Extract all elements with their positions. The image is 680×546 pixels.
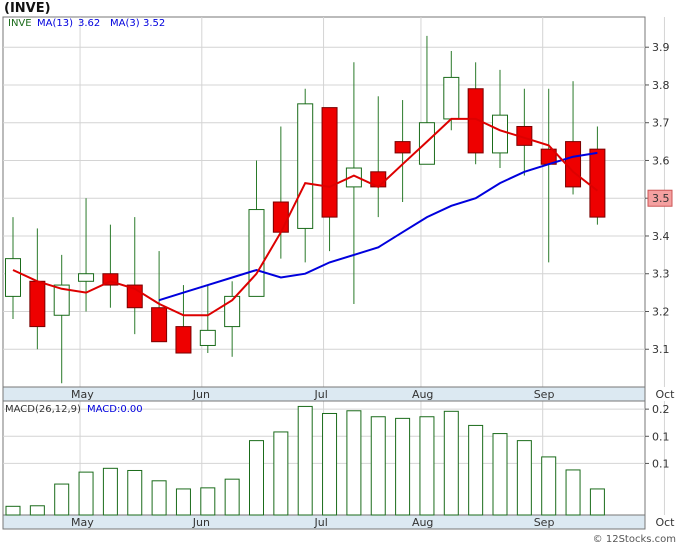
macd-month-label: May — [71, 516, 94, 529]
macd-month-label: Jun — [192, 516, 210, 529]
ma13-line — [158, 151, 598, 302]
macd-bar — [273, 431, 289, 516]
macd-bar — [29, 505, 45, 516]
legend-ma3-label: MA(3) — [110, 18, 140, 29]
price-month-label: Aug — [412, 388, 433, 401]
price-y-tick-label: 3.4 — [652, 230, 670, 243]
macd-bar — [516, 440, 532, 516]
price-y-tick-label: 3.1 — [652, 343, 670, 356]
price-y-tick-label: 3.9 — [652, 41, 670, 54]
macd-bar — [5, 505, 21, 516]
legend-symbol: INVE — [8, 18, 32, 29]
macd-bar — [565, 469, 581, 516]
macd-bar — [78, 471, 94, 516]
candle-body-up — [492, 114, 508, 154]
macd-bar — [297, 405, 313, 516]
price-y-tick-label: 3.6 — [652, 154, 670, 167]
price-y-tick-label: 3.8 — [652, 79, 670, 92]
macd-legend-label: MACD(26,12,9) — [5, 404, 81, 415]
macd-month-label: Oct — [655, 516, 675, 529]
price-y-tick-label: 3.3 — [652, 268, 670, 281]
candle-body-down — [467, 88, 484, 154]
price-month-label: Jul — [314, 388, 328, 401]
macd-y-tick-label: 0.1 — [652, 430, 670, 443]
macd-bar — [419, 416, 435, 516]
candle-body-down — [272, 201, 289, 233]
candle-body-down — [102, 273, 119, 286]
candle-body-down — [175, 326, 192, 354]
candle-body-up — [53, 284, 70, 316]
candle-body-up — [78, 273, 95, 282]
macd-y-tick-label: 0.1 — [652, 457, 670, 470]
candle-body-up — [297, 103, 314, 229]
macd-bar — [541, 456, 557, 516]
candle-body-down — [29, 280, 46, 328]
macd-bar — [102, 467, 118, 516]
macd-bar — [492, 433, 508, 516]
macd-month-label: Sep — [534, 516, 555, 529]
macd-y-tick-label: 0.2 — [652, 403, 670, 416]
macd-bar — [54, 483, 70, 516]
macd-bar — [443, 410, 459, 516]
last-price-label: 3.5 — [652, 192, 670, 205]
macd-bar — [322, 412, 338, 516]
macd-bar — [127, 469, 143, 516]
price-month-label: Jun — [192, 388, 210, 401]
candle-body-down — [151, 307, 168, 343]
macd-bar — [395, 417, 411, 516]
candle-body-up — [418, 122, 435, 165]
candle-body-up — [248, 209, 265, 297]
macd-bar — [175, 488, 191, 516]
candlesticks — [5, 35, 606, 384]
legend-ma13-label: MA(13) — [37, 18, 73, 29]
price-month-axis-band — [2, 386, 646, 402]
footer-credit: © 12Stocks.com — [593, 534, 676, 545]
price-month-label: May — [71, 388, 94, 401]
candle-body-down — [565, 141, 582, 188]
macd-legend-value: MACD:0.00 — [87, 404, 143, 415]
candle-body-up — [345, 167, 362, 188]
macd-legend: MACD(26,12,9) MACD:0.00 — [5, 404, 143, 415]
macd-bars — [5, 405, 605, 516]
legend-ma3-value: 3.52 — [143, 18, 165, 29]
ticker-title: (INVE) — [4, 1, 51, 16]
macd-bar — [468, 424, 484, 516]
macd-month-label: Aug — [412, 516, 433, 529]
price-legend: INVE MA(13) 3.62 MA(3) 3.52 — [8, 18, 165, 29]
price-month-labels: May Jun Jul Aug Sep Oct — [71, 388, 675, 401]
price-y-tick-label: 3.7 — [652, 117, 670, 130]
macd-bar — [346, 410, 362, 516]
macd-month-label: Jul — [314, 516, 328, 529]
macd-bar — [370, 416, 386, 516]
macd-bar — [224, 478, 240, 516]
ma3-line — [12, 117, 599, 317]
macd-bar — [200, 487, 216, 516]
candle-body-up — [5, 258, 21, 297]
candle-body-up — [224, 295, 241, 328]
candle-body-up — [199, 329, 216, 346]
macd-bar — [249, 440, 264, 516]
macd-bar — [151, 480, 167, 516]
candle-body-down — [321, 107, 338, 218]
macd-bar — [589, 488, 605, 516]
price-month-label: Sep — [534, 388, 555, 401]
macd-y-tick-labels: 0.1 0.1 0.2 — [652, 403, 670, 470]
legend-ma13-value: 3.62 — [78, 18, 100, 29]
price-month-label: Oct — [655, 388, 675, 401]
last-price-tag — [647, 189, 673, 207]
candle-body-down — [589, 148, 606, 218]
macd-month-labels: May Jun Jul Aug Sep Oct — [71, 516, 675, 529]
candle-body-up — [443, 76, 460, 120]
candle-body-down — [394, 141, 411, 154]
price-y-tick-label: 3.2 — [652, 305, 670, 318]
